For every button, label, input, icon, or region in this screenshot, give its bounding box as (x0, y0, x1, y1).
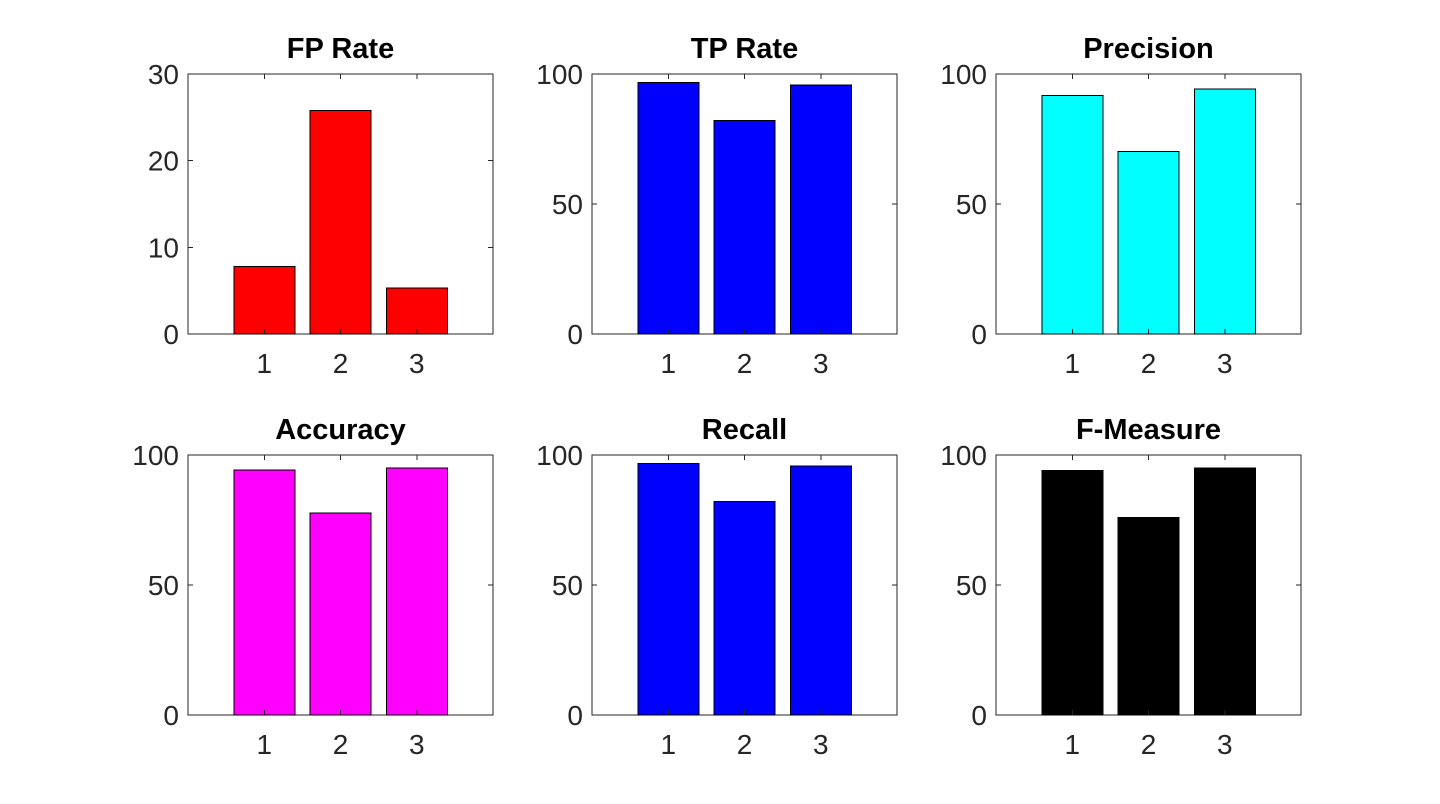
y-tick-label: 50 (148, 570, 179, 601)
chart-title: Precision (1083, 33, 1214, 65)
bar-tp-rate-1 (637, 82, 700, 335)
x-tick-label: 1 (660, 348, 676, 379)
bar-recall-3 (789, 465, 852, 716)
x-tick-label: 1 (256, 348, 272, 379)
chart-title: Recall (702, 414, 787, 446)
x-tick-label: 1 (1064, 729, 1080, 760)
y-tick-label: 0 (163, 319, 179, 350)
bar-precision-2 (1117, 151, 1180, 335)
x-tick-label: 3 (1217, 729, 1233, 760)
y-tick-label: 0 (163, 700, 179, 731)
chart-title: Accuracy (275, 414, 406, 446)
x-tick-label: 1 (256, 729, 272, 760)
chart-f-measure: 1 2 3 0 50 100 F-Measure (940, 414, 1302, 760)
y-tick-label: 50 (552, 189, 583, 220)
chart-tp-rate: 1 2 3 0 50 100 TP Rate (536, 33, 898, 379)
x-tick-label: 2 (1141, 729, 1157, 760)
bar-fp-rate-2 (309, 109, 372, 335)
bar-recall-2 (713, 500, 776, 716)
bar-accuracy-3 (385, 467, 448, 716)
x-tick-label: 2 (1141, 348, 1157, 379)
x-tick-label: 2 (333, 348, 349, 379)
chart-accuracy: 1 2 3 0 50 100 Accuracy (132, 414, 494, 760)
y-tick-label: 0 (567, 700, 583, 731)
x-tick-label: 2 (737, 348, 753, 379)
y-tick-label: 0 (567, 319, 583, 350)
bar-fp-rate-1 (233, 265, 296, 335)
y-tick-label: 100 (940, 440, 987, 471)
bar-f-measure-1 (1041, 470, 1104, 716)
y-tick-label: 100 (536, 440, 583, 471)
y-tick-label: 20 (148, 146, 179, 177)
bar-accuracy-2 (309, 512, 372, 716)
x-tick-label: 1 (660, 729, 676, 760)
bar-tp-rate-2 (713, 119, 776, 335)
x-tick-label: 3 (813, 348, 829, 379)
x-tick-label: 3 (813, 729, 829, 760)
y-tick-label: 100 (940, 59, 987, 90)
x-tick-label: 3 (409, 348, 425, 379)
bar-accuracy-1 (233, 469, 296, 716)
bar-recall-1 (637, 463, 700, 716)
chart-title: FP Rate (287, 33, 394, 65)
y-tick-label: 100 (536, 59, 583, 90)
bar-tp-rate-3 (789, 84, 852, 335)
x-tick-label: 1 (1064, 348, 1080, 379)
y-tick-label: 0 (971, 319, 987, 350)
bar-f-measure-2 (1117, 517, 1180, 716)
y-tick-label: 0 (971, 700, 987, 731)
y-tick-label: 100 (132, 440, 179, 471)
chart-title: TP Rate (691, 33, 798, 65)
y-tick-label: 30 (148, 59, 179, 90)
x-tick-label: 3 (1217, 348, 1233, 379)
bar-precision-3 (1193, 88, 1256, 335)
y-tick-label: 50 (956, 189, 987, 220)
chart-recall: 1 2 3 0 50 100 Recall (536, 414, 898, 760)
chart-precision: 1 2 3 0 50 100 Precision (940, 33, 1302, 379)
y-tick-label: 50 (956, 570, 987, 601)
x-tick-label: 3 (409, 729, 425, 760)
chart-title: F-Measure (1076, 414, 1221, 446)
bar-precision-1 (1041, 95, 1104, 335)
y-tick-label: 50 (552, 570, 583, 601)
y-tick-label: 10 (148, 232, 179, 263)
bar-fp-rate-3 (385, 287, 448, 335)
x-tick-label: 2 (333, 729, 349, 760)
x-tick-label: 2 (737, 729, 753, 760)
bar-f-measure-3 (1193, 467, 1256, 716)
